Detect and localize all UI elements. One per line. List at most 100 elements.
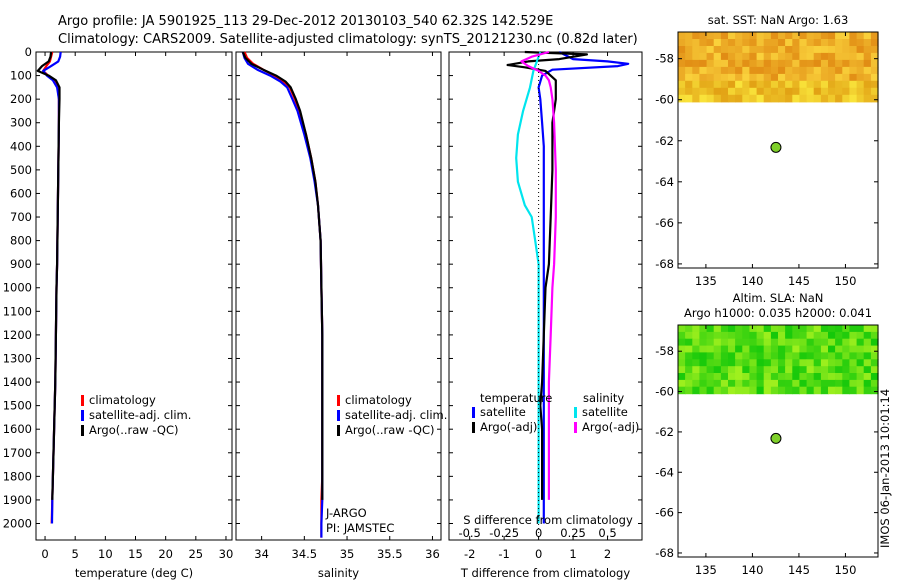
field-cell xyxy=(778,373,786,381)
field-cell xyxy=(820,66,829,75)
field-cell xyxy=(835,66,843,75)
field-cell xyxy=(699,73,708,82)
field-cell xyxy=(735,352,743,360)
field-cell xyxy=(778,66,786,75)
temperature-legend-label: Argo(..raw -QC) xyxy=(89,423,179,437)
title-line-1: Argo profile: JA 5901925_113 29-Dec-2012… xyxy=(58,14,553,29)
field-cell xyxy=(692,39,700,47)
field-cell xyxy=(735,366,743,374)
field-cell xyxy=(806,87,815,96)
field-cell xyxy=(692,325,700,333)
y-tick-label: 1800 xyxy=(3,469,32,483)
field-cell xyxy=(713,39,722,47)
field-cell xyxy=(863,59,872,68)
field-cell xyxy=(713,66,722,75)
field-cell xyxy=(763,52,772,61)
field-cell xyxy=(756,87,765,96)
field-cell xyxy=(713,366,722,374)
field-cell xyxy=(692,345,700,354)
field-cell xyxy=(828,366,836,374)
field-cell xyxy=(685,338,693,347)
title-line-2: Climatology: CARS2009. Satellite-adjuste… xyxy=(58,32,638,47)
y-tick-label: 1100 xyxy=(3,304,32,318)
field-cell xyxy=(728,46,736,54)
field-cell xyxy=(742,80,750,89)
field-cell xyxy=(799,52,808,61)
field-cell xyxy=(828,379,836,388)
field-cell xyxy=(749,352,758,360)
field-cell xyxy=(699,325,708,333)
field-cell xyxy=(713,338,722,347)
field-cell xyxy=(742,386,750,395)
field-cell xyxy=(685,325,693,333)
y-tick-label: -68 xyxy=(655,546,674,560)
field-cell xyxy=(699,352,708,360)
field-cell xyxy=(799,386,808,395)
field-cell xyxy=(692,46,700,54)
field-cell xyxy=(842,325,850,333)
field-cell xyxy=(756,52,765,61)
field-cell xyxy=(799,338,808,347)
y-tick-label: 1400 xyxy=(3,375,32,389)
field-cell xyxy=(849,373,858,381)
field-cell xyxy=(720,39,729,47)
field-cell xyxy=(842,66,850,75)
field-cell xyxy=(813,338,822,347)
field-cell xyxy=(720,373,729,381)
field-cell xyxy=(713,359,722,367)
field-cell xyxy=(763,59,772,68)
field-cell xyxy=(870,373,879,381)
temperature-legend-swatch xyxy=(81,425,84,436)
field-cell xyxy=(699,46,708,54)
field-cell xyxy=(820,345,829,354)
field-cell xyxy=(770,66,779,75)
field-cell xyxy=(713,345,722,354)
field-cell xyxy=(863,325,872,333)
field-cell xyxy=(763,46,772,54)
field-cell xyxy=(692,59,700,68)
field-cell xyxy=(749,73,758,82)
field-cell xyxy=(713,80,722,89)
field-cell xyxy=(685,352,693,360)
field-cell xyxy=(856,359,865,367)
temperature-legend-swatch xyxy=(81,410,84,421)
field-cell xyxy=(828,32,836,40)
field-cell xyxy=(770,87,779,96)
y-tick-label: 1300 xyxy=(3,351,32,365)
y-tick-label: 900 xyxy=(10,257,32,271)
field-cell xyxy=(678,32,686,40)
field-cell xyxy=(770,373,779,381)
field-cell xyxy=(863,94,872,103)
field-cell xyxy=(849,386,858,395)
field-cell xyxy=(699,379,708,388)
field-cell xyxy=(792,73,800,82)
field-cell xyxy=(820,39,829,47)
field-cell xyxy=(856,338,865,347)
field-cell xyxy=(728,379,736,388)
field-cell xyxy=(699,386,708,395)
field-cell xyxy=(678,52,686,61)
field-cell xyxy=(699,331,708,340)
x-tick-label: 0 xyxy=(41,547,48,561)
y-tick-label: -62 xyxy=(655,134,674,148)
field-cell xyxy=(870,379,879,388)
field-cell xyxy=(806,352,815,360)
field-cell xyxy=(749,52,758,61)
field-cell xyxy=(835,386,843,395)
field-cell xyxy=(720,66,729,75)
x-tick-label: 140 xyxy=(741,274,763,288)
field-cell xyxy=(720,46,729,54)
y-tick-label: 1700 xyxy=(3,446,32,460)
field-cell xyxy=(842,73,850,82)
field-cell xyxy=(856,345,865,354)
field-cell xyxy=(706,87,715,96)
field-cell xyxy=(735,386,743,395)
field-cell xyxy=(835,80,843,89)
field-cell xyxy=(806,46,815,54)
field-cell xyxy=(742,73,750,82)
field-cell xyxy=(699,345,708,354)
field-cell xyxy=(735,359,743,367)
field-cell xyxy=(678,366,686,374)
field-cell xyxy=(742,39,750,47)
field-cell xyxy=(842,39,850,47)
